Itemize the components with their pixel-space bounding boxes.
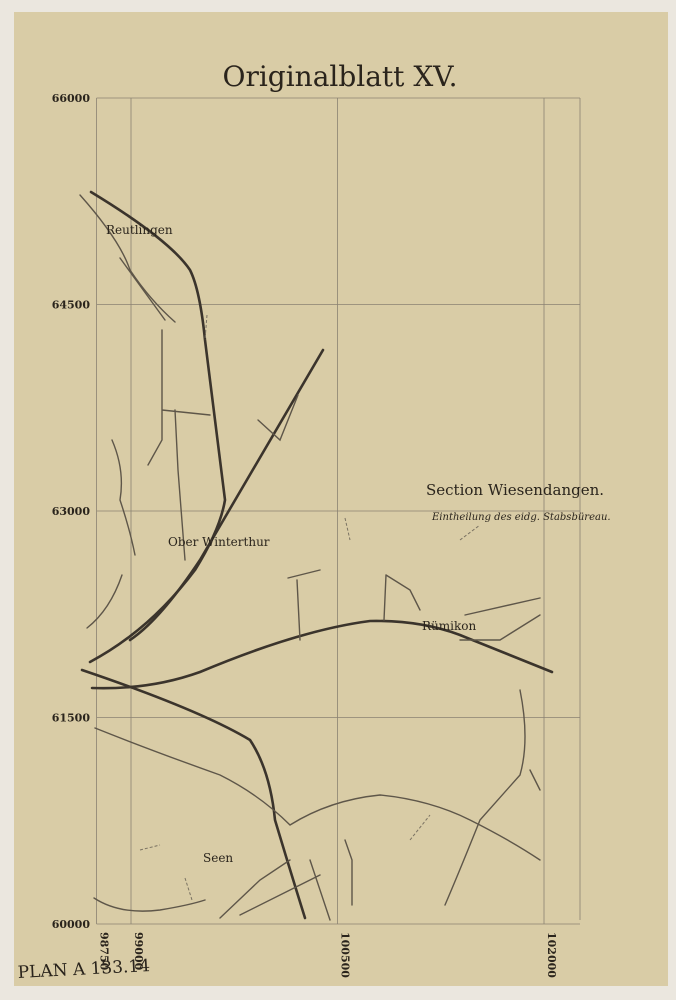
place-label: Ober Winterthur: [168, 535, 270, 549]
road: [79, 194, 176, 323]
section-title: Section Wiesendangen.: [426, 481, 604, 499]
road: [344, 839, 353, 906]
road: [444, 689, 541, 906]
road: [111, 439, 136, 556]
y-coordinate-label: 63000: [52, 505, 91, 518]
paper: [14, 12, 668, 986]
road: [86, 574, 123, 629]
y-coordinate-label: 64500: [52, 299, 91, 312]
y-coordinate-label: 66000: [52, 92, 91, 105]
road: [94, 727, 541, 861]
road: [147, 329, 211, 561]
footpath: [139, 314, 481, 901]
road: [383, 574, 421, 621]
x-coordinate-label: 102000: [545, 932, 558, 978]
y-coordinate-label: 60000: [52, 918, 91, 931]
railway: [88, 190, 227, 664]
railway: [90, 619, 554, 690]
sheet-title: Originalblatt XV.: [223, 60, 458, 93]
railway: [128, 348, 325, 642]
section-subtitle: Eintheilung des eidg. Stabsbüreau.: [431, 512, 611, 523]
x-coordinate-label: 99000: [132, 932, 145, 971]
x-coordinate-label: 100500: [339, 932, 352, 978]
road: [257, 394, 299, 442]
x-coordinate-label: 98750: [98, 932, 111, 971]
place-label: Rümikon: [422, 619, 476, 633]
road: [459, 597, 541, 641]
y-coordinate-label: 61500: [52, 712, 91, 725]
railways: [80, 190, 554, 920]
road: [219, 859, 331, 921]
railway: [80, 668, 307, 920]
road: [287, 569, 321, 641]
place-label: Seen: [203, 851, 233, 865]
road: [93, 897, 206, 912]
roads: [79, 194, 541, 921]
grid: 98750 99000 100500 102000 66000 64500 63000 615…: [52, 92, 580, 978]
road: [119, 257, 166, 321]
place-label: Reutlingen: [106, 223, 173, 237]
paths: [139, 314, 481, 901]
